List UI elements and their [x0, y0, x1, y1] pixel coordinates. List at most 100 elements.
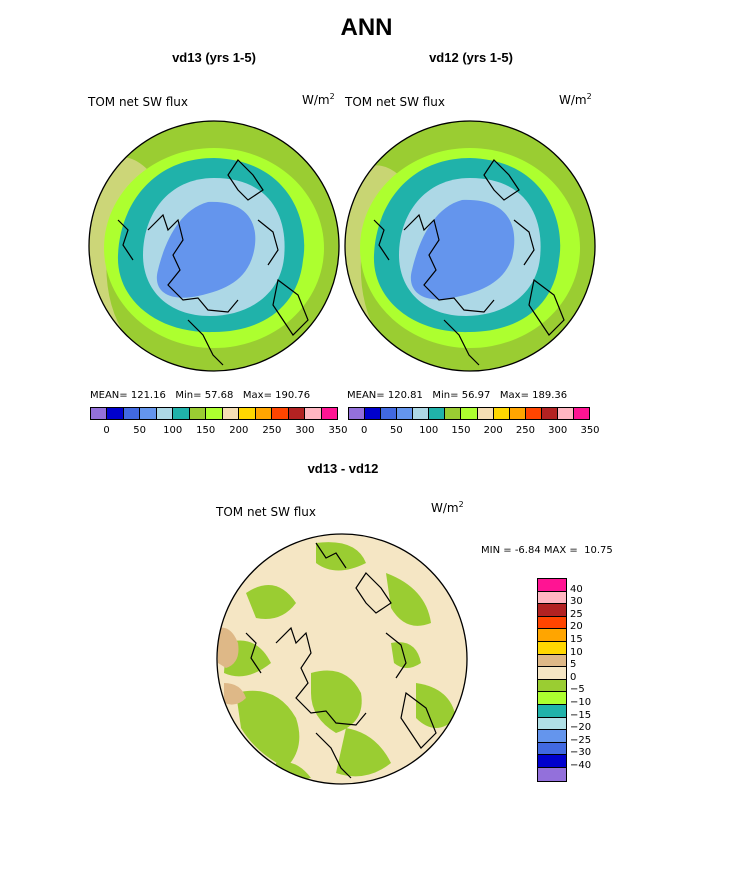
panel-1-colorbar-swatch	[189, 408, 207, 419]
panel-1-colorbar-swatch	[173, 408, 190, 419]
diff-coastlines	[245, 542, 437, 779]
panel-1-colorbar-tick-label: 250	[262, 425, 282, 436]
diff-colorbar-swatch	[538, 679, 566, 693]
panel-1-colorbar-swatch	[255, 408, 273, 419]
diff-field-positive-patch	[218, 627, 239, 668]
diff-colorbar-swatch	[538, 616, 566, 630]
panel-1-map	[88, 120, 340, 372]
panel-1-coastlines	[117, 159, 309, 366]
panel-1-colorbar-swatch	[123, 408, 141, 419]
panel-1-colorbar-swatch	[288, 408, 306, 419]
panel-2-colorbar-swatch	[509, 408, 526, 419]
panel-2-colorbar-swatch	[525, 408, 542, 419]
panel-1-colorbar-swatch	[272, 408, 289, 419]
diff-colorbar-swatch	[538, 692, 566, 705]
panel-1-colorbar-tick-label: 100	[163, 425, 183, 436]
diff-colorbar-swatch	[538, 730, 566, 743]
diff-colorbar-swatch	[538, 604, 566, 617]
diff-units: W/m2	[431, 500, 464, 515]
panel-2-colorbar-swatch	[573, 408, 589, 419]
diff-colorbar-swatch	[538, 704, 566, 718]
panel-1-colorbar-swatch	[239, 408, 256, 419]
panel-2-colorbar-tick-label: 50	[390, 425, 403, 436]
panel-1-colorbar-tick-label: 0	[103, 425, 110, 436]
panel-1-colorbar-tick-label: 350	[328, 425, 348, 436]
diff-colorbar-swatch	[538, 742, 566, 756]
diff-colorbar	[537, 578, 567, 782]
panel-1-units: W/m2	[302, 92, 335, 107]
panel-2-colorbar-swatch	[445, 408, 462, 419]
panel-2-colorbar-swatch	[413, 408, 430, 419]
panel-1-colorbar-tick-label: 200	[229, 425, 249, 436]
diff-colorbar-tick-label: −20	[570, 722, 592, 734]
panel-1-colorbar-tick-label: 50	[133, 425, 146, 436]
diff-colorbar-tick-label: 30	[570, 596, 583, 608]
panel-1-colorbar-tick-label: 150	[196, 425, 216, 436]
diff-colorbar-tick-label: 0	[570, 671, 577, 683]
main-title: ANN	[340, 14, 393, 41]
panel-1-colorbar-swatch	[91, 408, 108, 419]
diff-colorbar-tick-label: −10	[570, 697, 592, 708]
panel-2-colorbar	[348, 407, 590, 420]
panel-2-colorbar-swatch	[349, 408, 366, 419]
panel-1-colorbar-swatch	[107, 408, 124, 419]
panel-2-colorbar-tick-label: 350	[580, 425, 600, 436]
diff-colorbar-tick-label: 25	[570, 608, 583, 620]
panel-1-colorbar-swatch	[156, 408, 174, 419]
diff-colorbar-swatch	[538, 767, 566, 781]
panel-2-colorbar-tick-label: 300	[548, 425, 568, 436]
panel-1-stats: MEAN= 121.16 Min= 57.68 Max= 190.76	[90, 390, 311, 401]
panel-1-field-label: TOM net SW flux	[88, 95, 189, 109]
diff-colorbar-swatch	[538, 579, 566, 592]
diff-colorbar-swatch	[538, 717, 566, 731]
panel-1-field-band-blue	[156, 201, 256, 298]
diff-colorbar-swatch	[538, 629, 566, 642]
panel-2-stats: MEAN= 120.81 Min= 56.97 Max= 189.36	[347, 390, 568, 401]
diff-field-negative-patches	[224, 542, 456, 784]
panel-2-colorbar-tick-label: 100	[419, 425, 439, 436]
panel-2-coastlines	[373, 159, 565, 366]
diff-colorbar-tick-label: −5	[570, 684, 585, 696]
diff-colorbar-tick-label: 15	[570, 634, 583, 645]
diff-colorbar-tick-label: −15	[570, 709, 592, 721]
panel-2-field-band-blue	[410, 199, 515, 300]
panel-2-colorbar-tick-label: 0	[360, 425, 368, 436]
panel-1-colorbar-swatch	[305, 408, 322, 419]
diff-colorbar-tick-label: −25	[570, 734, 592, 746]
diff-colorbar-swatch	[538, 654, 566, 668]
panel-2-title: vd12 (yrs 1-5)	[429, 50, 513, 65]
panel-2-colorbar-swatch	[397, 408, 414, 419]
panel-2-field-label: TOM net SW flux	[345, 95, 446, 109]
panel-1-colorbar-swatch	[222, 408, 240, 419]
panel-1-colorbar	[90, 407, 338, 420]
panel-1-title: vd13 (yrs 1-5)	[172, 50, 256, 65]
panel-2-colorbar-swatch	[557, 408, 574, 419]
panel-2-colorbar-swatch	[493, 408, 510, 419]
panel-2-colorbar-tick-label: 150	[451, 425, 471, 436]
diff-colorbar-tick-label: 40	[570, 583, 583, 595]
diff-colorbar-swatch	[538, 667, 566, 680]
panel-2-colorbar-swatch	[477, 408, 494, 419]
panel-1-colorbar-swatch	[321, 408, 338, 419]
panel-2-map	[344, 120, 596, 372]
panel-1-colorbar-tick-label: 300	[295, 425, 315, 436]
panel-2-colorbar-swatch	[429, 408, 446, 419]
diff-colorbar-swatch	[538, 591, 566, 605]
panel-2-colorbar-swatch	[461, 408, 478, 419]
diff-colorbar-swatch	[538, 755, 566, 768]
diff-map	[216, 533, 468, 785]
panel-2-colorbar-tick-label: 250	[515, 425, 535, 436]
diff-colorbar-tick-label: 20	[570, 621, 583, 633]
panel-2-colorbar-tick-label: 200	[483, 425, 503, 436]
diff-colorbar-tick-label: 10	[570, 646, 583, 658]
panel-1-colorbar-swatch	[206, 408, 223, 419]
diff-colorbar-tick-label: −30	[570, 747, 592, 759]
diff-colorbar-tick-label: −40	[570, 760, 592, 771]
diff-title: vd13 - vd12	[307, 461, 379, 476]
diff-colorbar-swatch	[538, 641, 566, 655]
panel-2-colorbar-swatch	[381, 408, 398, 419]
diff-field-label: TOM net SW flux	[216, 505, 317, 519]
diff-min-max: MIN = -6.84 MAX = 10.75	[481, 545, 613, 556]
panel-2-colorbar-swatch	[541, 408, 558, 419]
diff-colorbar-tick-label: 5	[570, 659, 577, 671]
